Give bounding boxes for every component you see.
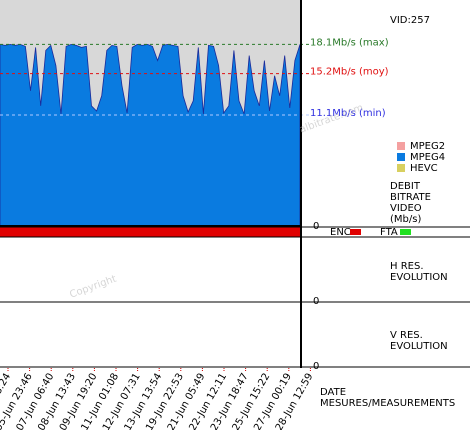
- reference-label: 11.1Mb/s (min): [310, 108, 386, 119]
- area: [0, 43, 301, 228]
- legend-swatch: [397, 142, 405, 150]
- legend-swatch: [397, 164, 405, 172]
- reference-label: 18.1Mb/s (max): [310, 37, 389, 48]
- x-axis-label: MESURES/MEASUREMENTS: [320, 398, 455, 409]
- panel-title: V RES.: [390, 330, 423, 341]
- panel-title: EVOLUTION: [390, 341, 448, 352]
- strip-swatch: [350, 229, 361, 235]
- legend-label: HEVC: [410, 163, 438, 174]
- panel-title: DEBIT: [390, 181, 421, 192]
- panel-title: VIDEO: [390, 203, 422, 214]
- y-tick-label: 0: [313, 361, 319, 372]
- legend-label: MPEG4: [410, 152, 445, 163]
- panel-title: EVOLUTION: [390, 272, 448, 283]
- strip-swatch: [400, 229, 411, 235]
- enc-strip: [0, 227, 300, 237]
- strip-label: FTA: [380, 227, 398, 238]
- legend-swatch: [397, 153, 405, 161]
- legend-label: MPEG2: [410, 141, 445, 152]
- id-label: VID:257: [390, 15, 430, 26]
- strip-label: ENC: [330, 227, 351, 238]
- watermark: Copyright: [68, 274, 118, 301]
- panel-title: H RES.: [390, 261, 424, 272]
- y-tick-label: 0: [313, 221, 319, 232]
- x-axis-label: DATE: [320, 387, 346, 398]
- panel-title: BITRATE: [390, 192, 431, 203]
- y-tick-label: 0: [313, 296, 319, 307]
- panel-title: (Mb/s): [390, 214, 421, 225]
- reference-label: 15.2Mb/s (moy): [310, 67, 389, 78]
